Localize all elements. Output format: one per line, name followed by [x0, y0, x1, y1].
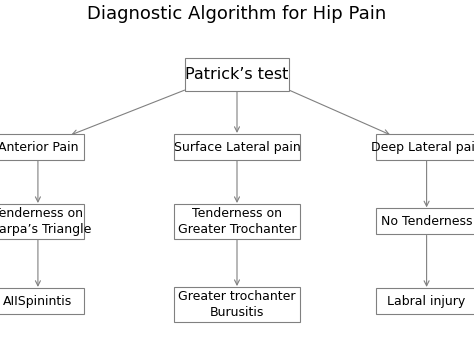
FancyBboxPatch shape	[174, 134, 300, 160]
FancyBboxPatch shape	[185, 58, 289, 91]
Text: No Tenderness: No Tenderness	[381, 215, 473, 228]
FancyBboxPatch shape	[174, 204, 300, 239]
FancyBboxPatch shape	[375, 134, 474, 160]
Text: AIISpinintis: AIISpinintis	[3, 294, 73, 308]
Text: Tenderness on
Scarpa’s Triangle: Tenderness on Scarpa’s Triangle	[0, 207, 91, 236]
FancyBboxPatch shape	[0, 204, 84, 239]
Text: Diagnostic Algorithm for Hip Pain: Diagnostic Algorithm for Hip Pain	[87, 5, 387, 23]
FancyBboxPatch shape	[375, 288, 474, 314]
Text: Greater trochanter
Burusitis: Greater trochanter Burusitis	[178, 290, 296, 319]
Text: Deep Lateral pain: Deep Lateral pain	[371, 140, 474, 154]
FancyBboxPatch shape	[0, 288, 84, 314]
Text: Patrick’s test: Patrick’s test	[185, 67, 289, 82]
Text: Labral injury: Labral injury	[387, 294, 466, 308]
Text: Tenderness on
Greater Trochanter: Tenderness on Greater Trochanter	[178, 207, 296, 236]
Text: Anterior Pain: Anterior Pain	[0, 140, 78, 154]
FancyBboxPatch shape	[174, 287, 300, 322]
FancyBboxPatch shape	[0, 134, 84, 160]
FancyBboxPatch shape	[375, 208, 474, 235]
Text: Surface Lateral pain: Surface Lateral pain	[173, 140, 301, 154]
